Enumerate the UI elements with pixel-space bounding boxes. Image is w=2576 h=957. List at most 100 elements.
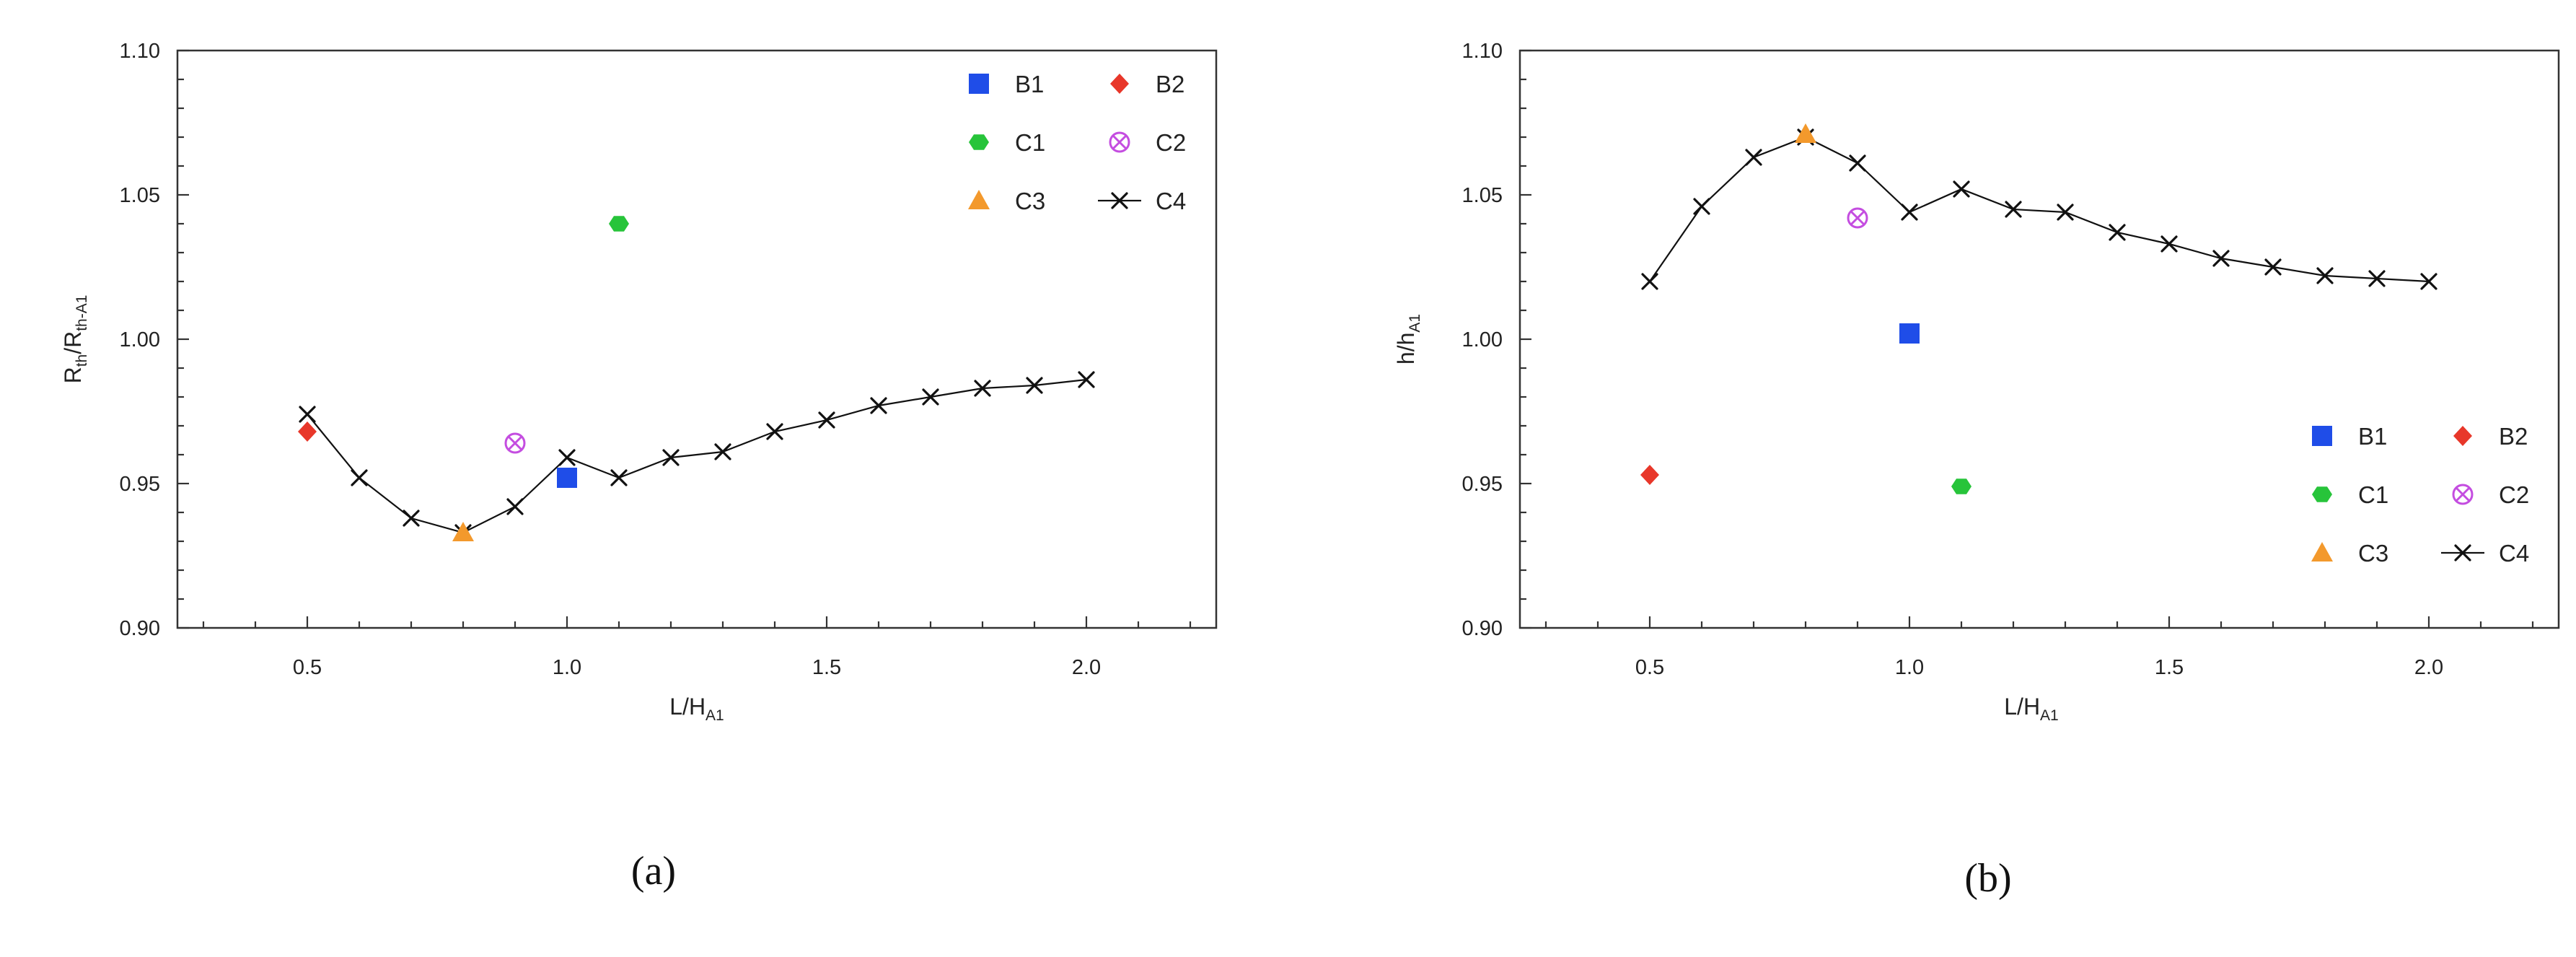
- data-point-c4: [2160, 235, 2178, 253]
- series-c4-line: [1649, 136, 2430, 283]
- legend-marker: [2454, 544, 2471, 561]
- data-point-c2: [504, 432, 526, 454]
- y-axis-title-a: Rth/Rth-A1: [60, 295, 90, 384]
- x-axis-title-b: L/HA1: [2004, 694, 2058, 724]
- data-point-c4: [922, 388, 939, 406]
- x-tick-label: 1.5: [812, 656, 841, 679]
- y-tick-label: 1.00: [1462, 328, 1503, 351]
- x-tick-label: 1.0: [553, 656, 581, 679]
- axis-ticks-b: 0.5 1.0 1.5 2.0 0.90 0.95 1.00 1.05 1.10: [1462, 40, 2534, 679]
- series-c4-line: [307, 378, 1087, 534]
- x-tick-label: 1.5: [2155, 656, 2184, 679]
- data-point-b2: [1640, 465, 1659, 485]
- legend-b: B1 B2 C1 C2 C3 C4: [2311, 423, 2529, 567]
- data-point-b1: [1899, 323, 1920, 344]
- data-point-c4: [2109, 224, 2126, 241]
- data-point-c3: [452, 522, 474, 541]
- legend-marker: [2312, 426, 2332, 446]
- legend-item-c1: C1: [2312, 481, 2388, 508]
- x-tick-label: 2.0: [1072, 656, 1101, 679]
- x-tick-label: 0.5: [1635, 656, 1664, 679]
- legend-item-c1: C1: [969, 129, 1045, 156]
- legend-marker: [2311, 542, 2333, 561]
- data-point-c4: [299, 406, 316, 423]
- legend-marker: [969, 134, 989, 150]
- data-point-c3: [1795, 123, 1816, 143]
- y-tick-label: 1.00: [120, 328, 160, 351]
- data-point-c4: [1745, 149, 1762, 166]
- legend-marker: [2453, 426, 2472, 446]
- legend-marker: [1109, 131, 1130, 153]
- x-axis-title-a: L/HA1: [669, 694, 724, 724]
- data-point-c4: [351, 469, 368, 486]
- data-point-c4: [818, 411, 835, 429]
- y-tick-label: 0.90: [120, 617, 160, 640]
- series-layer-a: [298, 216, 1095, 541]
- data-point-c4: [403, 510, 420, 527]
- y-tick-label: 0.95: [1462, 473, 1503, 496]
- legend-marker: [1111, 192, 1128, 209]
- data-point-c4: [558, 449, 576, 466]
- plot-frame-a: [176, 49, 1218, 629]
- plot-frame-b: [1518, 49, 2560, 629]
- y-tick-label: 1.10: [1462, 40, 1503, 63]
- x-tick-label: 0.5: [293, 656, 322, 679]
- legend-marker: [2312, 486, 2332, 502]
- legend-item-c4: C4: [2441, 540, 2529, 567]
- legend-a: B1 B2 C1 C2 C3 C4: [968, 71, 1186, 214]
- legend-label: C3: [2358, 540, 2388, 567]
- data-point-c4: [1078, 371, 1095, 388]
- data-point-c4: [2005, 201, 2022, 218]
- legend-item-c4: C4: [1098, 188, 1186, 214]
- data-point-c4: [870, 397, 887, 414]
- y-axis-title-b: h/hA1: [1393, 314, 1423, 364]
- data-point-c2: [1847, 207, 1868, 229]
- legend-label: C4: [2499, 540, 2529, 567]
- legend-item-c2: C2: [2452, 481, 2529, 508]
- legend-label: B1: [2358, 423, 2387, 450]
- data-point-c4: [2212, 250, 2230, 267]
- legend-label: C2: [2499, 481, 2529, 508]
- axis-ticks-a: 0.5 1.0 1.5 2.0 0.90 0.95 1.00 1.05 1.10: [120, 40, 1192, 679]
- panel-caption-a: (a): [631, 849, 676, 893]
- legend-label: C3: [1015, 188, 1045, 214]
- data-point-c4: [714, 443, 731, 460]
- data-point-b2: [298, 421, 317, 442]
- legend-item-c3: C3: [968, 188, 1045, 214]
- legend-label: C1: [1015, 129, 1045, 156]
- legend-marker: [1110, 74, 1129, 94]
- series-layer-b: [1640, 123, 2437, 494]
- legend-label: C1: [2358, 481, 2388, 508]
- data-point-c4: [506, 498, 524, 515]
- legend-marker: [2452, 484, 2474, 505]
- y-tick-label: 0.90: [1462, 617, 1503, 640]
- y-tick-label: 0.95: [120, 473, 160, 496]
- legend-item-b1: B1: [2312, 423, 2387, 450]
- legend-item-b2: B2: [2453, 423, 2528, 450]
- legend-label: B2: [1156, 71, 1184, 97]
- chart-panel-a: 0.5 1.0 1.5 2.0 0.90 0.95 1.00 1.05 1.10 B1 B2 C1 C…: [60, 40, 1218, 893]
- legend-item-b1: B1: [969, 71, 1044, 97]
- data-point-c4: [1026, 377, 1043, 394]
- data-point-c1: [609, 216, 629, 232]
- data-point-c4: [1901, 204, 1918, 221]
- data-point-c4: [2420, 273, 2437, 290]
- legend-label: B1: [1015, 71, 1044, 97]
- legend-label: C4: [1156, 188, 1186, 214]
- data-point-c4: [1693, 198, 1710, 215]
- data-point-c4: [2264, 258, 2282, 276]
- data-point-c4: [662, 449, 680, 466]
- data-point-c4: [2057, 204, 2074, 221]
- legend-marker: [968, 190, 990, 209]
- data-point-b1: [557, 468, 577, 488]
- data-point-c4: [1953, 180, 1970, 198]
- y-tick-label: 1.05: [1462, 184, 1503, 207]
- data-point-c4: [1641, 273, 1658, 290]
- legend-item-c2: C2: [1109, 129, 1186, 156]
- data-point-c4: [974, 380, 991, 397]
- legend-item-b2: B2: [1110, 71, 1184, 97]
- legend-label: B2: [2499, 423, 2528, 450]
- data-point-c4: [2368, 270, 2386, 287]
- data-point-c1: [1951, 478, 1971, 494]
